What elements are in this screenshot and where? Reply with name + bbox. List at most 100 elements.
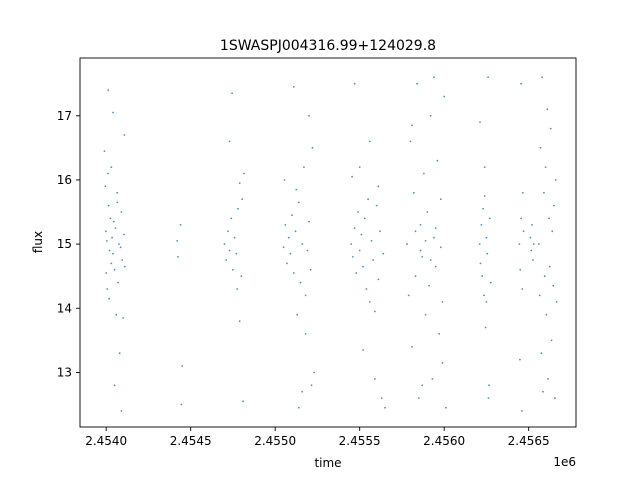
data-point	[116, 191, 119, 194]
data-point	[424, 313, 427, 316]
data-point	[382, 252, 385, 255]
data-point	[353, 82, 356, 85]
data-point	[431, 378, 434, 380]
data-point	[445, 406, 447, 409]
data-point	[238, 182, 241, 185]
data-point	[411, 124, 413, 127]
data-point	[358, 166, 361, 169]
data-point	[352, 256, 354, 258]
data-point	[377, 278, 380, 281]
data-point	[521, 288, 524, 290]
data-point	[292, 86, 295, 88]
data-point	[419, 249, 422, 252]
data-point	[530, 249, 533, 252]
data-point	[362, 265, 364, 268]
data-point	[529, 236, 532, 239]
data-point	[231, 92, 234, 95]
data-point	[107, 204, 110, 207]
data-point	[434, 227, 437, 230]
data-point	[416, 82, 418, 85]
data-point	[411, 345, 413, 348]
data-point	[419, 224, 422, 226]
data-point	[357, 211, 359, 213]
data-point	[488, 217, 491, 220]
y-tick-label: 17	[57, 109, 72, 123]
data-point	[434, 265, 437, 268]
data-point	[439, 246, 442, 249]
data-point	[520, 82, 522, 85]
data-point	[301, 390, 304, 393]
data-point	[363, 217, 366, 220]
y-axis-ticks: 13 14 15 16 17	[57, 109, 80, 379]
x-tick-label: 2.4555	[339, 434, 381, 448]
data-point	[543, 191, 545, 194]
x-tick-label: 2.4545	[170, 434, 212, 448]
data-point	[428, 284, 430, 287]
data-point	[433, 236, 435, 239]
data-point	[555, 301, 558, 303]
data-point	[365, 288, 368, 290]
data-point	[374, 378, 376, 380]
data-point	[478, 243, 481, 246]
data-point	[551, 230, 554, 233]
data-point	[479, 121, 481, 124]
data-point	[414, 230, 417, 233]
data-point	[543, 275, 546, 278]
data-point	[412, 191, 415, 194]
data-point	[228, 249, 231, 252]
data-point	[540, 352, 543, 355]
data-point	[176, 240, 179, 242]
data-point	[287, 236, 290, 239]
data-point	[295, 188, 298, 191]
data-point	[291, 214, 293, 217]
data-point	[225, 259, 228, 261]
data-point	[424, 240, 427, 242]
data-point	[286, 262, 288, 265]
data-point	[541, 76, 544, 79]
data-point	[297, 201, 300, 204]
data-point	[532, 243, 535, 246]
data-point	[115, 313, 118, 316]
data-point	[241, 198, 244, 201]
data-point	[417, 397, 420, 399]
data-point	[485, 236, 488, 239]
data-point	[123, 134, 126, 136]
y-axis-label: flux	[31, 231, 45, 253]
data-point	[489, 281, 492, 284]
data-point	[433, 76, 435, 79]
data-point	[122, 317, 124, 319]
data-point	[301, 243, 304, 246]
data-point	[110, 166, 113, 169]
data-point	[531, 224, 533, 226]
data-point	[179, 224, 182, 226]
data-point	[372, 259, 375, 261]
data-point	[297, 406, 300, 409]
data-point	[118, 243, 120, 246]
data-point	[479, 262, 482, 265]
data-point	[110, 262, 113, 265]
data-point	[120, 410, 123, 412]
data-point	[238, 320, 241, 322]
data-point	[484, 326, 487, 329]
x-tick-label: 2.4540	[85, 434, 127, 448]
data-point	[353, 227, 356, 230]
data-point	[123, 233, 125, 236]
data-point	[488, 384, 490, 387]
data-point	[119, 246, 122, 249]
data-point	[546, 108, 549, 111]
data-point	[549, 127, 552, 130]
data-point	[426, 211, 429, 213]
data-point	[429, 259, 432, 261]
data-point	[438, 333, 440, 335]
data-point	[421, 384, 424, 387]
data-point	[384, 406, 386, 409]
data-point	[483, 166, 486, 169]
data-point	[483, 294, 485, 297]
data-point	[487, 76, 489, 79]
data-point	[521, 410, 523, 412]
data-point	[313, 371, 315, 374]
data-point	[283, 179, 286, 181]
data-point	[537, 243, 540, 246]
data-point	[121, 259, 124, 261]
x-axis-ticks: 2.4540 2.4545 2.4550 2.4555 2.4560 2.4565	[85, 427, 550, 448]
